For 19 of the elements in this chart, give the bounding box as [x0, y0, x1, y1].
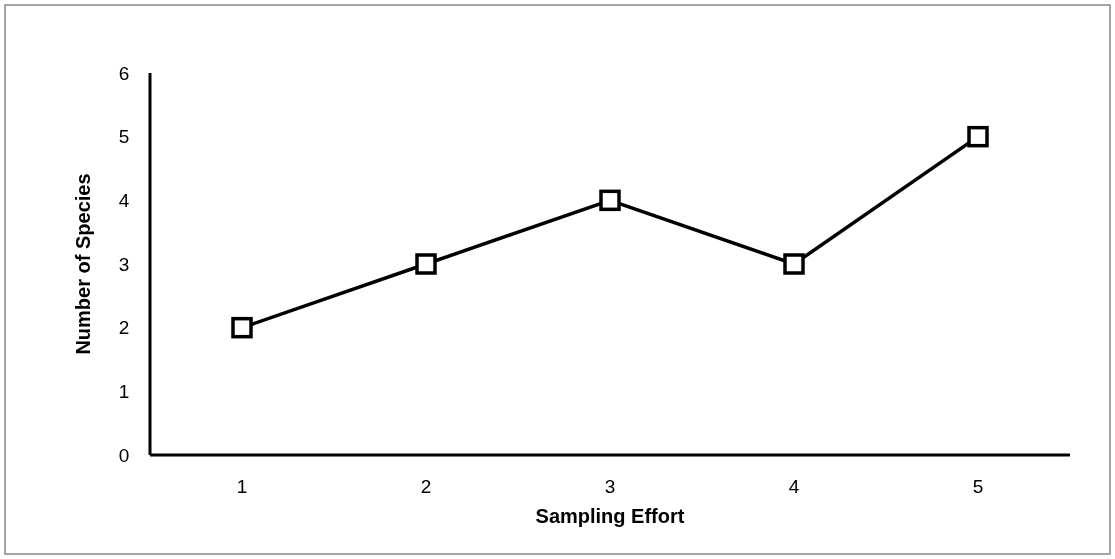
x-tick-label: 3 — [604, 476, 616, 497]
y-tick-label: 3 — [118, 253, 130, 275]
x-axis-title: Sampling Effort — [535, 505, 685, 527]
point — [599, 189, 621, 212]
y-tick-label: 4 — [118, 189, 130, 211]
x-tick-label: 4 — [788, 476, 800, 497]
point — [967, 125, 989, 148]
y-tick-label: 6 — [118, 62, 130, 84]
x-tick-label: 5 — [972, 476, 984, 497]
point — [783, 253, 805, 275]
x-tick-label: 1 — [236, 476, 248, 497]
point — [415, 253, 437, 275]
y-tick-label: 2 — [118, 317, 130, 339]
y-tick-label: 0 — [118, 444, 130, 466]
y-axis-title: Number of Species — [72, 173, 94, 355]
y-tick-label: 1 — [118, 380, 130, 402]
y-tick-label: 5 — [118, 126, 130, 148]
point — [231, 316, 253, 339]
x-tick-label: 2 — [420, 476, 432, 497]
